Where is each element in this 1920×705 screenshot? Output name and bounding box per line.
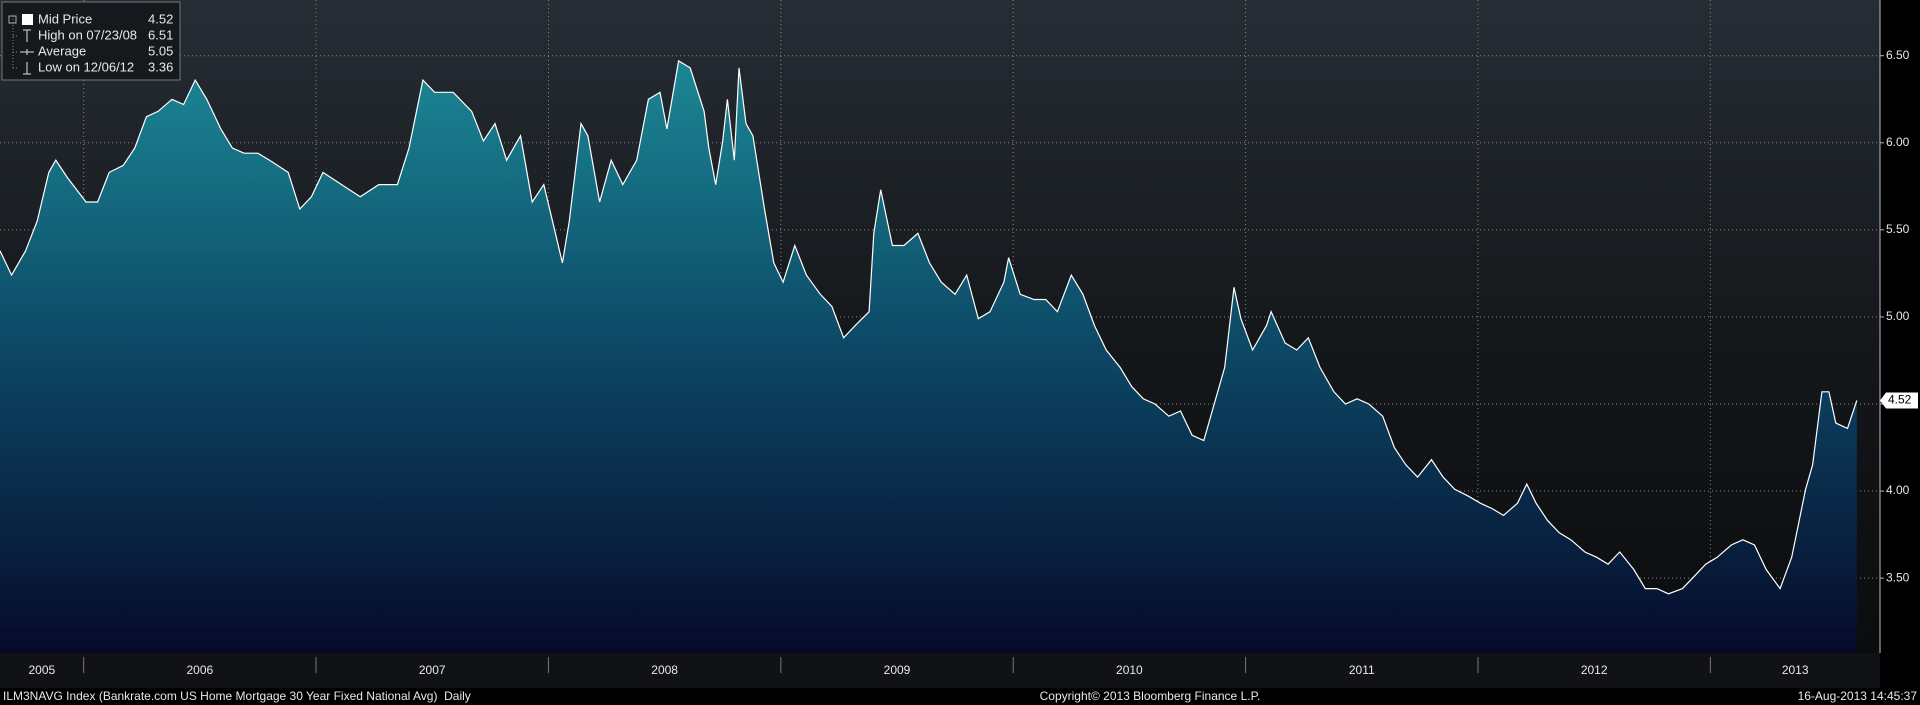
x-tick-label: 2006 [187, 663, 214, 677]
legend-label: High on 07/23/08 [38, 27, 137, 42]
y-tick-label: 4.00 [1886, 483, 1910, 497]
x-tick-label: 2012 [1581, 663, 1608, 677]
legend-icon [23, 62, 31, 75]
legend-icon [23, 29, 31, 42]
legend-value: 5.05 [148, 43, 173, 58]
price-line [0, 59, 1858, 595]
area-fill [0, 60, 1857, 653]
x-tick-label: 2008 [651, 663, 678, 677]
x-tick-label: 2011 [1349, 663, 1375, 677]
axis-background [1880, 0, 1920, 688]
footer-left: ILM3NAVG Index (Bankrate.com US Home Mor… [3, 689, 471, 703]
y-tick-label: 6.50 [1886, 48, 1910, 62]
x-tick-label: 2007 [419, 663, 446, 677]
last-value-box [1880, 392, 1918, 409]
y-tick-label: 6.00 [1886, 135, 1910, 149]
legend-label: Low on 12/06/12 [38, 59, 134, 74]
y-tick-label: 5.50 [1886, 222, 1910, 236]
footer-right: 16-Aug-2013 14:45:37 [1798, 689, 1918, 703]
x-tick-label: 2010 [1116, 663, 1143, 677]
y-tick-label: 3.50 [1886, 570, 1910, 584]
x-tick-label: 2013 [1782, 663, 1809, 677]
legend-swatch [22, 14, 33, 25]
year-bar [0, 653, 1880, 688]
legend-collapse [8, 15, 17, 24]
x-tick-label: 2009 [884, 663, 911, 677]
legend-value: 4.52 [148, 11, 173, 26]
x-tick-label: 2005 [28, 663, 55, 677]
legend-value: 3.36 [148, 59, 173, 74]
legend-label: Average [38, 43, 86, 58]
legend-icon [20, 49, 34, 55]
legend-label: Mid Price [38, 11, 92, 26]
y-tick-label: 5.00 [1886, 309, 1910, 323]
footer-center: Copyright© 2013 Bloomberg Finance L.P. [1040, 689, 1261, 703]
legend-value: 6.51 [148, 27, 173, 42]
last-value-label: 4.52 [1888, 393, 1912, 407]
